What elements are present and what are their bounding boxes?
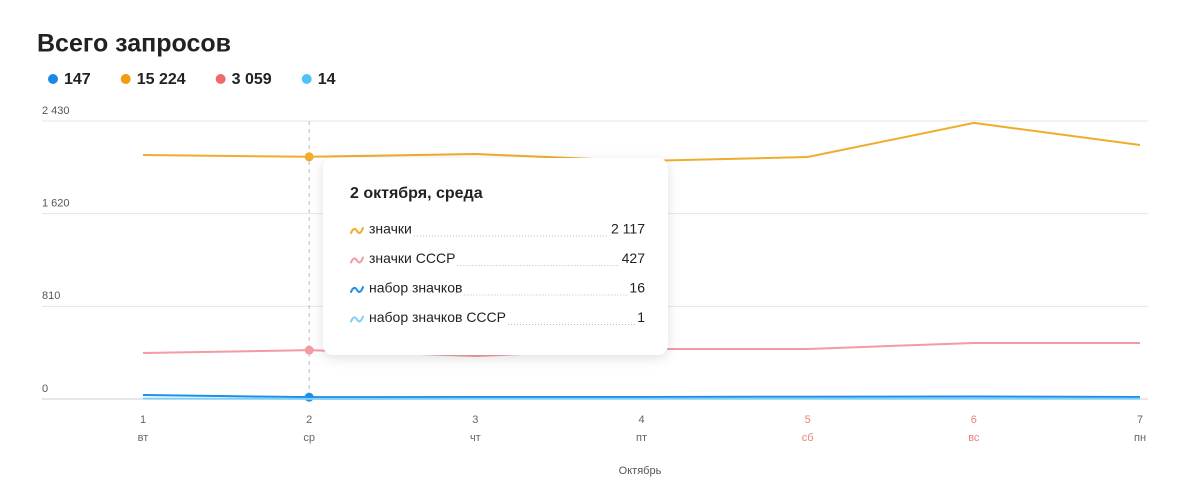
legend-dot <box>48 74 58 84</box>
hover-point <box>304 152 314 162</box>
tooltip-icon <box>350 315 364 323</box>
y-tick-label: 2 430 <box>42 105 70 117</box>
tooltip-series-name: значки СССР <box>369 250 455 266</box>
tooltip-box <box>323 158 668 355</box>
tooltip: 2 октября, среда значки 2 117 значки СССР 42… <box>323 158 668 355</box>
series-line <box>142 121 1141 163</box>
tooltip-icon <box>350 286 364 293</box>
tooltip-value: 1 <box>637 309 645 325</box>
x-tick-label: 7 <box>1137 414 1143 426</box>
legend-dot <box>215 74 226 84</box>
x-weekday-label: пн <box>1134 432 1146 444</box>
x-tick-label: 4 <box>638 414 644 426</box>
x-tick-label: 3 <box>472 414 478 426</box>
tooltip-series-name: набор значков <box>369 280 462 296</box>
chart-title: Всего запросов <box>37 30 231 58</box>
x-tick-label: 6 <box>971 414 977 426</box>
legend-total: 14 <box>318 71 336 88</box>
plot-area: 0 810 1 620 2 430 1 вт 2 ср 3 чт 4 пт 5 сб 6 вс 7 пн Октяб… <box>42 105 1148 477</box>
tooltip-value: 2 117 <box>611 221 645 237</box>
legend-dot <box>120 74 131 84</box>
y-tick-label: 1 620 <box>42 198 70 210</box>
x-weekday-label: чт <box>470 432 481 444</box>
x-tick-label: 2 <box>306 414 312 426</box>
x-weekday-label: вс <box>968 432 980 444</box>
legend-total: 147 <box>64 71 91 88</box>
hover-point <box>304 345 314 355</box>
tooltip-series-name: набор значков СССР <box>369 309 506 325</box>
tooltip-title: 2 октября, среда <box>350 185 483 202</box>
tooltip-value: 427 <box>622 250 646 266</box>
x-weekday-label: пт <box>636 432 647 444</box>
tooltip-icon <box>350 227 364 234</box>
legend: 147 15 224 3 059 14 <box>48 71 336 88</box>
series-line <box>142 393 1141 399</box>
tooltip-series-name: значки <box>369 221 412 237</box>
x-weekday-label: вт <box>138 432 149 444</box>
tooltip-value: 16 <box>629 280 645 296</box>
x-tick-label: 5 <box>805 414 811 426</box>
legend-total: 15 224 <box>137 71 186 88</box>
x-weekday-label: сб <box>802 432 814 444</box>
y-tick-label: 810 <box>42 290 60 302</box>
legend-dot <box>301 74 312 84</box>
y-tick-label: 0 <box>42 383 48 395</box>
x-tick-label: 1 <box>140 414 146 426</box>
legend-total: 3 059 <box>232 71 272 88</box>
x-axis-title: Октябрь <box>619 465 662 477</box>
tooltip-icon <box>350 256 364 264</box>
hover-point <box>304 392 314 402</box>
x-weekday-label: ср <box>303 432 315 444</box>
